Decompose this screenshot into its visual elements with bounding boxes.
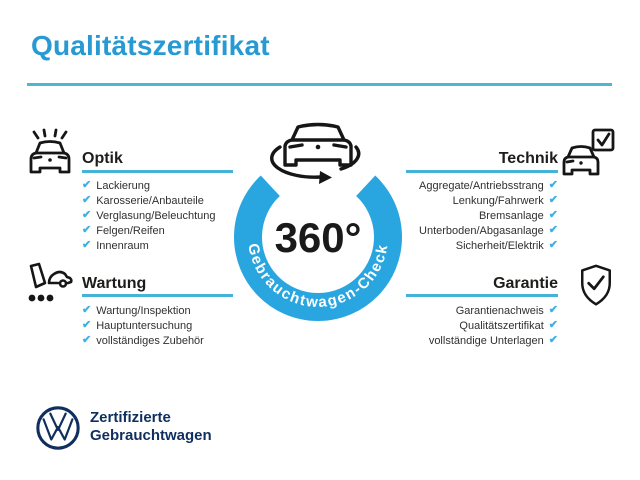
section-title-garantie: Garantie bbox=[493, 275, 558, 292]
check-icon: ✔ bbox=[548, 209, 558, 221]
checklist-item: ✔ Lackierung bbox=[82, 178, 292, 193]
checklist-item: ✔ Qualitätszertifikat bbox=[348, 318, 558, 333]
section-title-optik: Optik bbox=[82, 150, 123, 167]
section-title-wartung: Wartung bbox=[82, 275, 147, 292]
checklist-item-label: Garantienachweis bbox=[455, 304, 544, 317]
checklist-item-label: Lenkung/Fahrwerk bbox=[452, 194, 544, 207]
checklist-item: ✔ Innenraum bbox=[82, 238, 292, 253]
check-icon: ✔ bbox=[548, 319, 558, 331]
checklist-garantie: ✔ Garantienachweis ✔ Qualitätszertifikat ✔… bbox=[348, 303, 558, 348]
checklist-item-label: vollständiges Zubehör bbox=[96, 334, 204, 347]
checklist-item-label: Qualitätszertifikat bbox=[459, 319, 544, 332]
checklist-item: ✔ Felgen/Reifen bbox=[82, 223, 292, 238]
checklist-item: ✔ vollständige Unterlagen bbox=[348, 333, 558, 348]
checklist-item: ✔ vollständiges Zubehör bbox=[82, 333, 292, 348]
checklist-item-label: Innenraum bbox=[96, 239, 149, 252]
checklist-item-label: Lackierung bbox=[96, 179, 151, 192]
checklist-item-label: Bremsanlage bbox=[478, 209, 544, 222]
title-divider bbox=[27, 83, 612, 86]
checklist-wartung: ✔ Wartung/Inspektion ✔ Hauptuntersuchung ✔… bbox=[82, 303, 292, 348]
shield-check-icon bbox=[581, 264, 611, 306]
footer-line2: Gebrauchtwagen bbox=[90, 427, 212, 444]
section-divider-wartung bbox=[82, 294, 233, 297]
badge-360-value: 360° bbox=[275, 214, 362, 261]
checklist-item: ✔ Aggregate/Antriebsstrang bbox=[348, 178, 558, 193]
check-icon: ✔ bbox=[548, 179, 558, 191]
checklist-item-label: Karosserie/Anbauteile bbox=[96, 194, 204, 207]
section-divider-technik bbox=[406, 170, 558, 173]
section-divider-garantie bbox=[406, 294, 558, 297]
vw-logo bbox=[36, 406, 80, 450]
check-icon: ✔ bbox=[82, 179, 92, 191]
checklist-item-label: Wartung/Inspektion bbox=[96, 304, 191, 317]
checklist-item-label: Verglasung/Beleuchtung bbox=[96, 209, 216, 222]
badge-360-check: Gebrauchtwagen-Check 360° bbox=[234, 122, 402, 321]
checklist-item: ✔ Karosserie/Anbauteile bbox=[82, 193, 292, 208]
car-checkbox-icon bbox=[562, 128, 615, 176]
check-icon: ✔ bbox=[82, 209, 92, 221]
check-icon: ✔ bbox=[548, 334, 558, 346]
checklist-item-label: Sicherheit/Elektrik bbox=[455, 239, 544, 252]
check-icon: ✔ bbox=[82, 304, 92, 316]
check-icon: ✔ bbox=[82, 224, 92, 236]
check-icon: ✔ bbox=[548, 304, 558, 316]
section-divider-optik bbox=[82, 170, 233, 173]
checklist-item-label: Hauptuntersuchung bbox=[96, 319, 193, 332]
checklist-item: ✔ Sicherheit/Elektrik bbox=[348, 238, 558, 253]
pencil-car-checklist-icon bbox=[28, 262, 73, 302]
checklist-item: ✔ Wartung/Inspektion bbox=[82, 303, 292, 318]
checklist-item: ✔ Hauptuntersuchung bbox=[82, 318, 292, 333]
checklist-item-label: vollständige Unterlagen bbox=[428, 334, 544, 347]
checklist-item-label: Felgen/Reifen bbox=[96, 224, 165, 237]
check-icon: ✔ bbox=[548, 194, 558, 206]
check-icon: ✔ bbox=[82, 239, 92, 251]
page-title: Qualitätszertifikat bbox=[31, 30, 270, 61]
footer-brand-text: Zertifizierte Gebrauchtwagen bbox=[90, 409, 212, 445]
check-icon: ✔ bbox=[548, 224, 558, 236]
car-rotation-icon bbox=[270, 122, 361, 184]
checklist-technik: ✔ Aggregate/Antriebsstrang ✔ Lenkung/Fahrw… bbox=[348, 178, 558, 253]
checklist-item-label: Unterboden/Abgasanlage bbox=[419, 224, 544, 237]
checklist-item: ✔ Verglasung/Beleuchtung bbox=[82, 208, 292, 223]
check-icon: ✔ bbox=[82, 334, 92, 346]
footer-line1: Zertifizierte bbox=[90, 409, 171, 426]
check-icon: ✔ bbox=[82, 194, 92, 206]
checklist-optik: ✔ Lackierung ✔ Karosserie/Anbauteile ✔ Verg… bbox=[82, 178, 292, 253]
section-title-technik: Technik bbox=[498, 150, 558, 167]
checklist-item: ✔ Bremsanlage bbox=[348, 208, 558, 223]
checklist-item: ✔ Unterboden/Abgasanlage bbox=[348, 223, 558, 238]
checklist-item-label: Aggregate/Antriebsstrang bbox=[419, 179, 544, 192]
badge-ring bbox=[234, 175, 402, 321]
check-icon: ✔ bbox=[548, 239, 558, 251]
checklist-item: ✔ Lenkung/Fahrwerk bbox=[348, 193, 558, 208]
check-icon: ✔ bbox=[82, 319, 92, 331]
car-shine-icon bbox=[29, 128, 71, 174]
checklist-item: ✔ Garantienachweis bbox=[348, 303, 558, 318]
